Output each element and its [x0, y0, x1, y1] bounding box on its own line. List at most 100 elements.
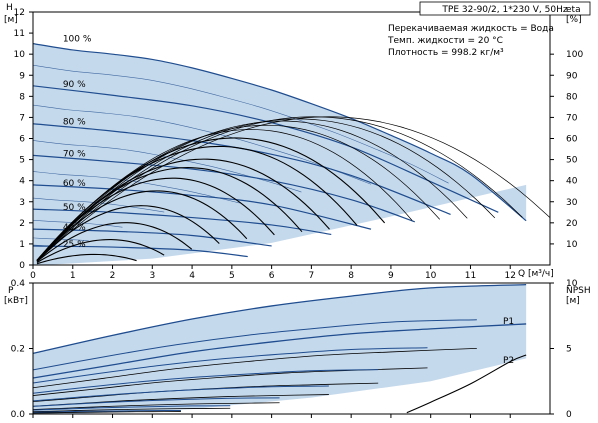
series-label-p2: P2 — [503, 356, 514, 366]
x-tick-label: 7 — [309, 271, 315, 281]
speed-label-2: 80 % — [63, 118, 86, 128]
power-p2-curve-speed-5 — [32, 407, 231, 413]
operating-area-head — [33, 43, 527, 265]
y2-tick-label: 80 — [566, 92, 578, 102]
head-curve-0 — [32, 43, 527, 222]
x-tick-label: 6 — [269, 271, 275, 281]
y2-tick-label: 100 — [566, 50, 583, 60]
efficiency-curve-13 — [36, 222, 193, 263]
note-temperature: Темп. жидкости = 20 °C — [387, 36, 503, 46]
y2-tick-label: 30 — [566, 198, 578, 208]
x-tick-label: 12 — [505, 271, 516, 281]
head-curve-intermediate-4 — [32, 197, 165, 213]
title-box — [419, 1, 591, 16]
note-density: Плотность = 998.2 кг/м³ — [388, 48, 504, 58]
y-tick-label: 5 — [19, 156, 25, 166]
x-tick-label: 4 — [189, 271, 195, 281]
y2-tick-label-npsh: 0 — [566, 410, 572, 420]
head-curve-intermediate-0 — [32, 64, 449, 184]
y-tick-label-power: 0.0 — [11, 410, 26, 420]
y2-tick-label-npsh: 10 — [566, 279, 578, 289]
y2-tick-label: 70 — [566, 113, 578, 123]
axes: 0 1 2 3 4 5 6 7 8 9 10 11 12012345678910111210203040… — [11, 8, 584, 420]
y2-axis-label-eta: eta — [566, 5, 581, 15]
efficiency-curve-7 — [36, 145, 358, 261]
y2-tick-label: 10 — [566, 240, 578, 250]
y-tick-label: 1 — [19, 240, 25, 250]
note-liquid: Перекачиваемая жидкость = Вода — [388, 24, 554, 34]
y2-tick-label: 60 — [566, 135, 578, 145]
operating-area-power — [33, 284, 527, 414]
speed-label-1: 90 % — [63, 80, 86, 90]
power-curves — [32, 283, 527, 414]
y-tick-label: 7 — [19, 113, 25, 123]
efficiency-curve-10 — [36, 177, 275, 261]
power-p2-curve-speed-0 — [32, 347, 477, 389]
x-tick-label: 0 — [30, 271, 36, 281]
power-curve-speed-3 — [32, 385, 329, 402]
efficiency-curve-2 — [36, 118, 496, 262]
y-tick-label: 8 — [19, 92, 25, 102]
y2-axis-unit-eta: [%] — [566, 15, 582, 25]
efficiency-curve-11 — [36, 190, 248, 261]
y-tick-label: 9 — [19, 71, 25, 81]
y2-tick-label: 50 — [566, 156, 578, 166]
efficiency-curves — [36, 116, 551, 265]
efficiency-curve-9 — [36, 167, 303, 261]
power-curve-speed-1 — [32, 347, 428, 384]
series-label-p1: P1 — [503, 317, 514, 327]
y2-axis-unit-npsh: [м] — [566, 296, 580, 306]
power-p2-curve-speed-4 — [32, 402, 280, 410]
power-curve-speed-0 — [32, 319, 477, 371]
power-p2-curve-speed-6 — [32, 411, 181, 414]
y-tick-label: 12 — [14, 8, 25, 18]
y-tick-label-power: 0.4 — [11, 279, 26, 289]
x-tick-label: 10 — [425, 271, 437, 281]
efficiency-curve-14 — [36, 239, 165, 264]
power-curve-speed-5 — [32, 405, 231, 411]
y-axis-label-h: H — [6, 3, 13, 13]
y-tick-label: 0 — [19, 261, 25, 271]
power-curve-P1 — [32, 283, 527, 355]
efficiency-curve-4 — [36, 124, 441, 261]
y-tick-label: 6 — [19, 135, 25, 145]
power-curve-speed-2 — [32, 369, 379, 394]
speed-label-0: 100 % — [63, 35, 92, 45]
y-tick-label: 10 — [14, 50, 26, 60]
y-axis-unit-h: [м] — [4, 15, 18, 25]
speed-label-5: 50 % — [63, 203, 86, 213]
y-tick-label: 3 — [19, 198, 25, 208]
y-tick-label: 4 — [19, 177, 25, 187]
power-curve-speed-6 — [32, 410, 181, 413]
y2-axis-label-npsh: NPSH — [566, 286, 591, 296]
y-axis-unit-p: [кВт] — [4, 296, 28, 306]
npsh-curve — [406, 354, 527, 414]
x-axis-label-q: Q [м³/ч] — [518, 269, 554, 279]
chart-title: TPE 32-90/2, 1*230 V, 50Hz — [441, 5, 567, 15]
x-tick-label: 8 — [348, 271, 354, 281]
power-curve-P2 — [32, 323, 527, 379]
y2-tick-label: 40 — [566, 177, 578, 187]
x-tick-label: 3 — [149, 271, 155, 281]
y-tick-label: 2 — [19, 219, 25, 229]
efficiency-curve-12 — [36, 205, 220, 262]
y-axis-label-p: P — [8, 286, 14, 296]
y2-tick-label: 90 — [566, 71, 578, 81]
x-tick-label: 2 — [110, 271, 116, 281]
head-curve-intermediate-1 — [32, 104, 372, 185]
x-tick-label: 5 — [229, 271, 235, 281]
head-curve-4 — [32, 184, 372, 230]
x-tick-label: 9 — [388, 271, 394, 281]
y2-tick-label-npsh: 5 — [566, 345, 572, 355]
speed-label-4: 60 % — [63, 179, 86, 189]
efficiency-curve-15 — [36, 253, 137, 265]
efficiency-curve-1 — [36, 116, 523, 262]
power-curve-speed-4 — [32, 397, 280, 407]
x-tick-label: 11 — [465, 271, 476, 281]
x-tick-label: 1 — [70, 271, 76, 281]
head-curve-intermediate-3 — [32, 171, 240, 204]
speed-label-3: 70 % — [63, 149, 86, 159]
y2-tick-label: 20 — [566, 219, 578, 229]
head-curve-3 — [32, 154, 415, 223]
